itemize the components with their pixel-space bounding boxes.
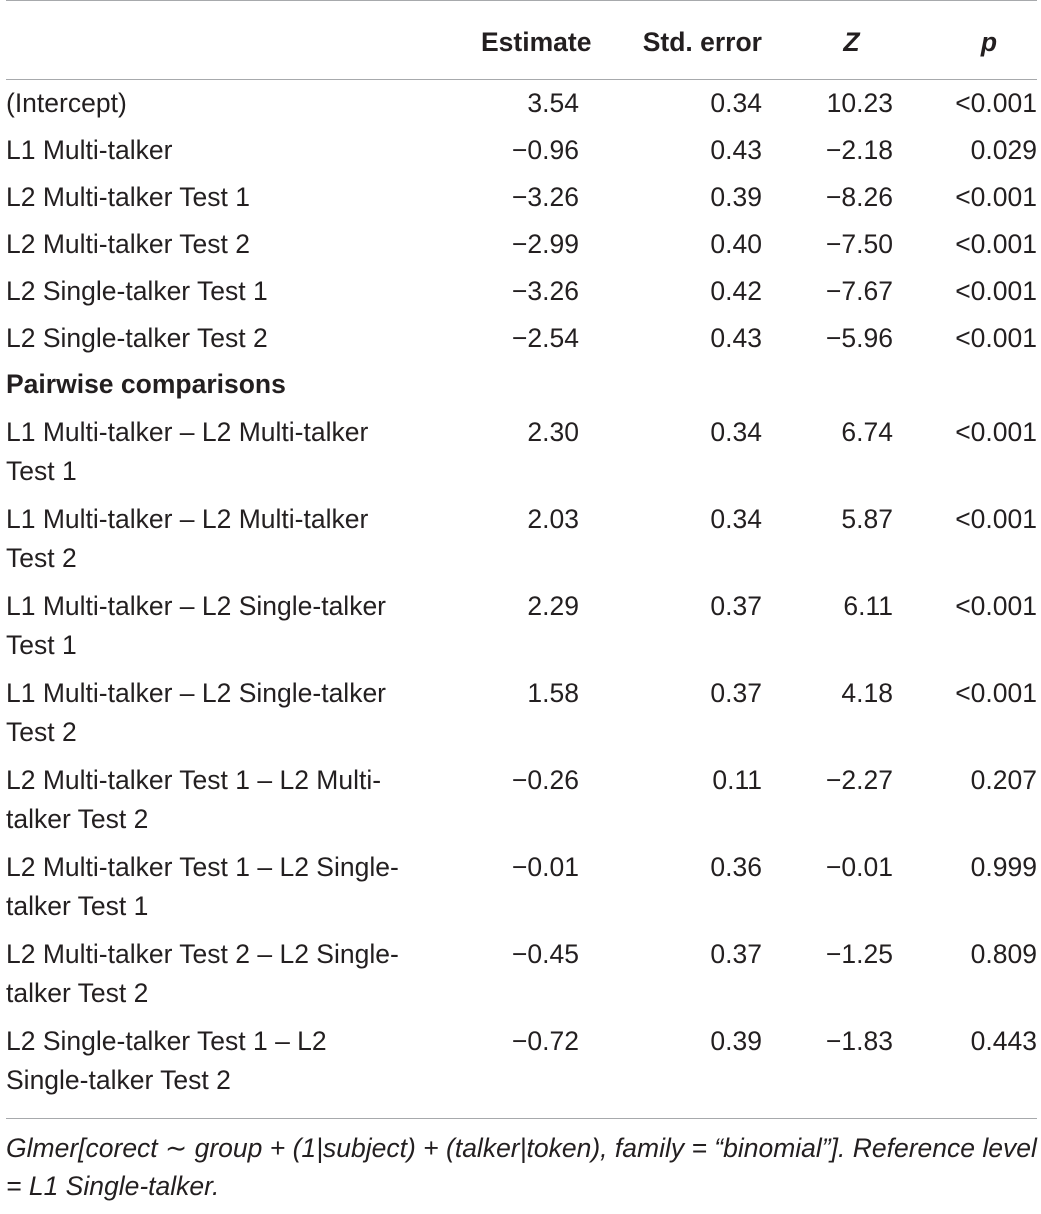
- row-std-error: 0.34: [710, 88, 762, 118]
- row-estimate: −2.54: [511, 323, 579, 353]
- row-label: L2 Single-talker Test 1 – L2 Single-talk…: [6, 1026, 327, 1095]
- row-estimate: 3.54: [527, 88, 579, 118]
- row-p: 0.443: [970, 1026, 1037, 1056]
- row-label: L2 Single-talker Test 2: [6, 323, 268, 353]
- row-z: 6.11: [843, 591, 893, 621]
- row-p: <0.001: [955, 591, 1037, 621]
- row-z: −7.67: [825, 276, 893, 306]
- row-estimate: −0.96: [511, 135, 579, 165]
- row-label: L2 Multi-talker Test 2: [6, 229, 250, 259]
- row-label: L2 Single-talker Test 1: [6, 276, 268, 306]
- table-row: (Intercept) 3.54 0.34 10.23 <0.001: [6, 80, 1037, 127]
- row-p: <0.001: [955, 504, 1037, 534]
- bottom-rule: [6, 1118, 1037, 1119]
- row-z: −8.26: [825, 182, 893, 212]
- row-label: L2 Multi-talker Test 1: [6, 182, 250, 212]
- row-estimate: −0.26: [511, 765, 579, 795]
- row-estimate: −0.45: [511, 939, 579, 969]
- row-z: −7.50: [825, 229, 893, 259]
- row-std-error: 0.42: [710, 276, 762, 306]
- table-row: L1 Multi-talker −0.96 0.43 −2.18 0.029: [6, 127, 1037, 174]
- header-rule: [6, 79, 1037, 80]
- row-z: −1.83: [825, 1026, 893, 1056]
- table-row: L2 Multi-talker Test 1 – L2 Multi-talker…: [6, 756, 1037, 843]
- row-p: <0.001: [955, 182, 1037, 212]
- row-p: 0.999: [970, 852, 1037, 882]
- row-label: L1 Multi-talker – L2 Single-talker Test …: [6, 678, 387, 747]
- row-estimate: −0.72: [511, 1026, 579, 1056]
- row-label: L1 Multi-talker – L2 Multi-talker Test 1: [6, 417, 369, 486]
- header-row: Estimate Std. error Z p: [6, 1, 1037, 79]
- row-std-error: 0.34: [710, 504, 762, 534]
- row-label: L2 Multi-talker Test 2 – L2 Single-talke…: [6, 939, 399, 1008]
- row-estimate: 2.29: [527, 591, 579, 621]
- row-std-error: 0.36: [710, 852, 762, 882]
- results-table: Estimate Std. error Z p (Intercept) 3.54…: [6, 1, 1037, 1104]
- row-z: 5.87: [841, 504, 893, 534]
- row-estimate: 2.30: [527, 417, 579, 447]
- header-label: [6, 1, 481, 79]
- row-label: L1 Multi-talker: [6, 135, 173, 165]
- header-estimate: Estimate: [481, 26, 592, 57]
- row-p: <0.001: [955, 88, 1037, 118]
- row-p: 0.809: [970, 939, 1037, 969]
- row-z: −2.18: [825, 135, 893, 165]
- row-z: −5.96: [825, 323, 893, 353]
- row-p: <0.001: [955, 276, 1037, 306]
- header-p: p: [980, 26, 997, 57]
- row-label: L2 Multi-talker Test 1 – L2 Multi-talker…: [6, 765, 382, 834]
- row-z: 10.23: [826, 88, 893, 118]
- row-label: L1 Multi-talker – L2 Multi-talker Test 2: [6, 504, 369, 573]
- row-estimate: 2.03: [527, 504, 579, 534]
- table-row: L2 Single-talker Test 2 −2.54 0.43 −5.96…: [6, 315, 1037, 362]
- row-label: L1 Multi-talker – L2 Single-talker Test …: [6, 591, 387, 660]
- row-p: <0.001: [955, 229, 1037, 259]
- row-z: −0.01: [825, 852, 893, 882]
- row-std-error: 0.11: [712, 765, 762, 795]
- table-row: L2 Multi-talker Test 1 −3.26 0.39 −8.26 …: [6, 174, 1037, 221]
- row-p: 0.029: [970, 135, 1037, 165]
- row-z: 4.18: [841, 678, 893, 708]
- results-table-container: Estimate Std. error Z p (Intercept) 3.54…: [6, 0, 1037, 1205]
- row-std-error: 0.40: [710, 229, 762, 259]
- row-std-error: 0.39: [710, 182, 762, 212]
- table-row: L2 Multi-talker Test 2 – L2 Single-talke…: [6, 930, 1037, 1017]
- table-row: L2 Multi-talker Test 2 −2.99 0.40 −7.50 …: [6, 221, 1037, 268]
- header-z: Z: [843, 26, 860, 57]
- row-p: 0.207: [970, 765, 1037, 795]
- row-estimate: 1.58: [527, 678, 579, 708]
- row-p: <0.001: [955, 678, 1037, 708]
- row-label: L2 Multi-talker Test 1 – L2 Single-talke…: [6, 852, 399, 921]
- row-z: −2.27: [825, 765, 893, 795]
- section-heading-row: Pairwise comparisons: [6, 362, 1037, 408]
- section-heading: Pairwise comparisons: [6, 369, 286, 399]
- row-std-error: 0.43: [710, 323, 762, 353]
- row-std-error: 0.37: [710, 939, 762, 969]
- row-std-error: 0.37: [710, 591, 762, 621]
- row-label: (Intercept): [6, 88, 127, 118]
- row-estimate: −3.26: [511, 182, 579, 212]
- table-row: L1 Multi-talker – L2 Single-talker Test …: [6, 582, 1037, 669]
- row-estimate: −0.01: [511, 852, 579, 882]
- row-estimate: −3.26: [511, 276, 579, 306]
- table-row: L1 Multi-talker – L2 Multi-talker Test 1…: [6, 408, 1037, 495]
- table-row: L2 Multi-talker Test 1 – L2 Single-talke…: [6, 843, 1037, 930]
- header-std-error: Std. error: [642, 26, 762, 57]
- row-std-error: 0.43: [710, 135, 762, 165]
- row-p: <0.001: [955, 417, 1037, 447]
- row-z: 6.74: [841, 417, 893, 447]
- row-p: <0.001: [955, 323, 1037, 353]
- top-rule: [6, 0, 1037, 1]
- row-z: −1.25: [825, 939, 893, 969]
- table-row: L2 Single-talker Test 1 – L2 Single-talk…: [6, 1017, 1037, 1104]
- row-std-error: 0.34: [710, 417, 762, 447]
- table-row: L2 Single-talker Test 1 −3.26 0.42 −7.67…: [6, 268, 1037, 315]
- table-row: L1 Multi-talker – L2 Single-talker Test …: [6, 669, 1037, 756]
- table-row: L1 Multi-talker – L2 Multi-talker Test 2…: [6, 495, 1037, 582]
- row-estimate: −2.99: [511, 229, 579, 259]
- table-footnote: Glmer[corect ∼ group + (1|subject) + (ta…: [6, 1133, 1037, 1201]
- row-std-error: 0.37: [710, 678, 762, 708]
- row-std-error: 0.39: [710, 1026, 762, 1056]
